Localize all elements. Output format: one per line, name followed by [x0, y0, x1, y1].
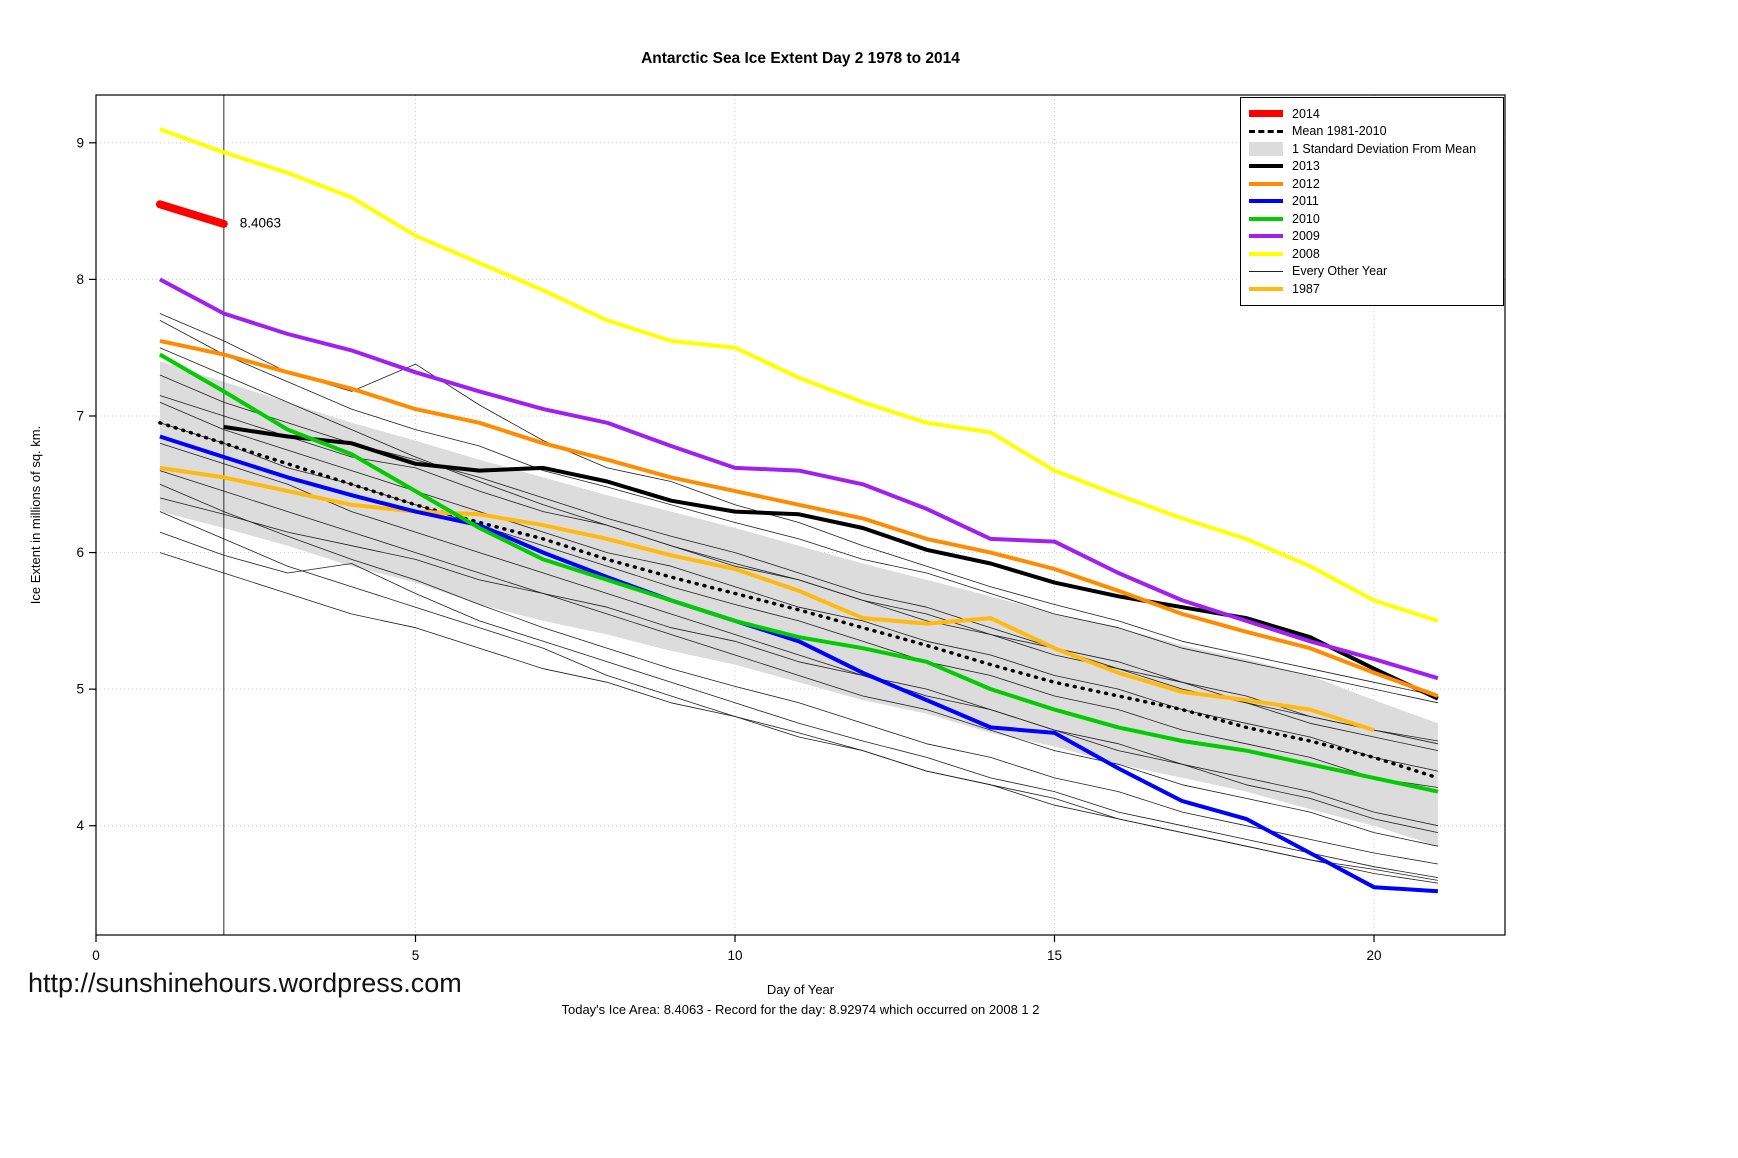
legend-label: 1987: [1292, 281, 1320, 296]
legend-item-2009: 2009: [1249, 228, 1495, 246]
y-axis-label: Ice Extent in millions of sq. km.: [28, 425, 43, 605]
source-url: http://sunshinehours.wordpress.com: [28, 968, 462, 998]
y-tick-label-6: 6: [76, 545, 84, 560]
x-tick-label-20: 20: [1366, 948, 1381, 963]
series-mean-1981-2010: [158, 421, 1440, 780]
other-year-line-10: [159, 497, 1438, 833]
other-year-line-0: [159, 313, 1438, 697]
legend-item-2014: 2014: [1249, 105, 1495, 123]
plot-box: [95, 94, 1506, 936]
legend-label: 2012: [1292, 176, 1320, 191]
y-tick-label-4: 4: [76, 818, 84, 833]
legend-label: Every Other Year: [1292, 264, 1388, 279]
legend-item-2012: 2012: [1249, 175, 1495, 193]
legend-swatch-2011: [1249, 199, 1283, 204]
legend-label: 2010: [1292, 211, 1320, 226]
legend-label: 2014: [1292, 106, 1320, 121]
footer-caption: Today's Ice Area: 8.4063 - Record for th…: [561, 1002, 1040, 1017]
chart-title: Antarctic Sea Ice Extent Day 2 1978 to 2…: [641, 50, 960, 67]
series-2009: [158, 277, 1439, 681]
x-tick-label-15: 15: [1047, 948, 1062, 963]
legend-item-2008: 2008: [1249, 245, 1495, 263]
y-tick-label-8: 8: [76, 272, 84, 287]
y-tick-label-7: 7: [76, 408, 84, 423]
y-tick-label-5: 5: [76, 682, 84, 697]
series-2008: [159, 127, 1439, 623]
legend-swatch-1987: [1249, 286, 1283, 291]
series-2011: [159, 434, 1439, 894]
other-year-line-5: [159, 401, 1438, 772]
legend-label: 2009: [1292, 229, 1320, 244]
other-year-line-1: [159, 320, 1438, 704]
legend-item-mean-1981-2010: Mean 1981-2010: [1249, 123, 1495, 141]
legend-item-1-standard-deviation-from-mean: 1 Standard Deviation From Mean: [1249, 140, 1495, 158]
legend-label: Mean 1981-2010: [1292, 124, 1387, 139]
legend-swatch-2014: [1249, 110, 1283, 118]
other-year-line-12: [159, 531, 1438, 878]
x-axis-label: Day of Year: [766, 982, 835, 997]
legend: 2014 Mean 1981-2010 1 Standard Deviation F…: [1240, 97, 1504, 306]
std-dev-band: [159, 361, 1438, 847]
y-tick-label-9: 9: [76, 135, 84, 150]
x-tick-label-0: 0: [92, 948, 100, 963]
legend-label: 2008: [1292, 246, 1320, 261]
series-2014: [155, 200, 228, 228]
legend-swatch-2009: [1249, 234, 1283, 239]
x-tick-label-5: 5: [412, 948, 420, 963]
legend-swatch-2013: [1249, 164, 1283, 169]
legend-swatch-2012: [1249, 181, 1283, 186]
legend-item-2010: 2010: [1249, 210, 1495, 228]
legend-item-2013: 2013: [1249, 158, 1495, 176]
other-year-line-7: [159, 442, 1438, 827]
legend-item-every-other-year: Every Other Year: [1249, 263, 1495, 281]
other-year-line-9: [159, 483, 1438, 865]
legend-swatch-1-standard-deviation-from-mean: [1249, 141, 1283, 156]
series-1987: [159, 465, 1375, 733]
legend-swatch-2008: [1249, 251, 1283, 256]
legend-item-1987: 1987: [1249, 280, 1495, 298]
x-tick-label-10: 10: [727, 948, 742, 963]
today-value-annotation: 8.4063: [240, 215, 281, 230]
legend-swatch-2010: [1249, 216, 1283, 221]
legend-swatch-mean-1981-2010: [1249, 129, 1283, 133]
legend-label: 2013: [1292, 159, 1320, 174]
series-2010: [158, 352, 1439, 794]
series-2012: [159, 338, 1439, 698]
legend-label: 1 Standard Deviation From Mean: [1292, 141, 1477, 156]
legend-label: 2011: [1292, 194, 1319, 209]
other-year-line-13: [159, 552, 1438, 881]
legend-swatch-every-other-year: [1249, 270, 1283, 272]
other-year-line-8: [159, 470, 1438, 847]
legend-item-2011: 2011: [1249, 193, 1495, 211]
